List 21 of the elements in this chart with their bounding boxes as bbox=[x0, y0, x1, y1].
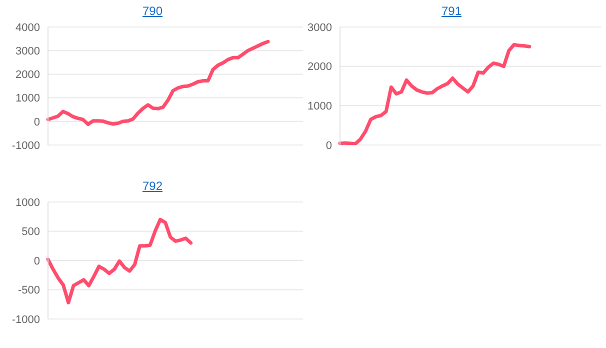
line-series bbox=[46, 218, 193, 304]
y-tick-label: 2000 bbox=[16, 69, 40, 82]
y-tick-label: 2000 bbox=[308, 61, 332, 74]
y-tick-label: 0 bbox=[34, 255, 40, 268]
y-tick-label: -500 bbox=[18, 284, 40, 297]
y-tick-label: 3000 bbox=[308, 22, 332, 34]
line-series bbox=[338, 42, 532, 145]
y-tick-label: 1000 bbox=[16, 196, 40, 209]
y-tick-label: 4000 bbox=[16, 22, 40, 34]
chart-title: 791 bbox=[441, 4, 462, 18]
chart-title: 792 bbox=[142, 179, 163, 193]
y-tick-label: 0 bbox=[34, 116, 40, 128]
y-tick-label: -1000 bbox=[12, 314, 40, 326]
chart-title: 790 bbox=[142, 4, 163, 18]
y-tick-label: 3000 bbox=[16, 46, 40, 58]
y-tick-label: 500 bbox=[22, 226, 40, 238]
y-tick-label: -1000 bbox=[12, 140, 40, 152]
line-series bbox=[46, 40, 270, 126]
y-tick-label: 1000 bbox=[308, 100, 332, 113]
y-tick-label: 1000 bbox=[16, 92, 40, 105]
y-tick-label: 0 bbox=[326, 140, 332, 152]
